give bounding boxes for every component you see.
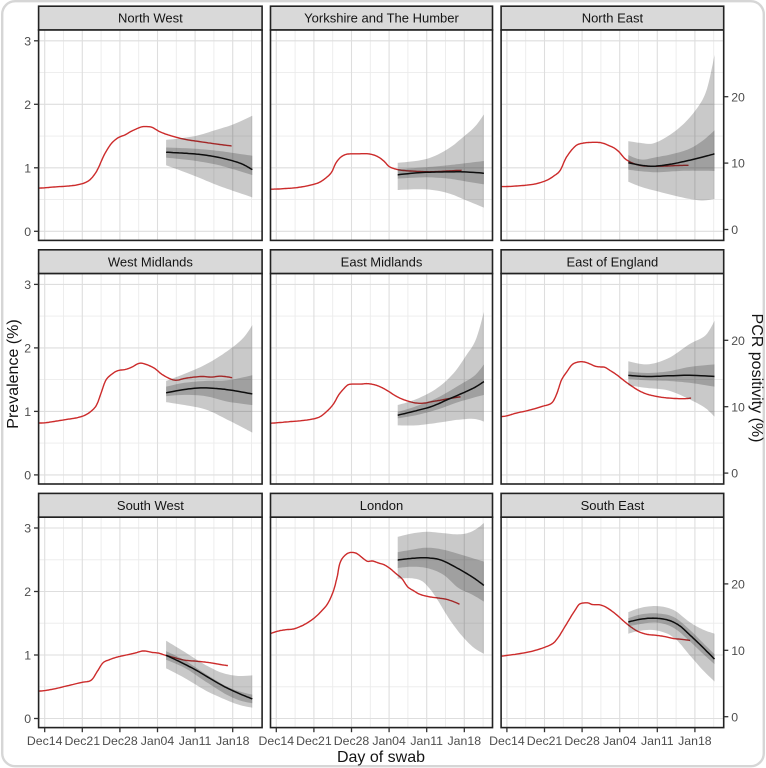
svg-text:0: 0 — [731, 467, 738, 481]
svg-text:South West: South West — [117, 498, 184, 513]
svg-text:0: 0 — [24, 712, 31, 726]
svg-text:Dec21: Dec21 — [527, 734, 563, 748]
svg-text:PCR positivity (%): PCR positivity (%) — [748, 314, 765, 443]
svg-text:North West: North West — [118, 11, 183, 26]
svg-text:20: 20 — [731, 90, 745, 104]
svg-text:Jan04: Jan04 — [372, 734, 406, 748]
svg-text:1: 1 — [24, 161, 31, 175]
svg-text:20: 20 — [731, 578, 745, 592]
svg-text:20: 20 — [731, 334, 745, 348]
svg-text:West Midlands: West Midlands — [108, 254, 194, 269]
svg-text:0: 0 — [24, 225, 31, 239]
svg-text:Dec14: Dec14 — [489, 734, 525, 748]
svg-text:2: 2 — [24, 342, 31, 356]
svg-text:Jan11: Jan11 — [410, 734, 443, 748]
svg-text:2: 2 — [24, 98, 31, 112]
svg-text:3: 3 — [24, 522, 31, 536]
svg-text:10: 10 — [731, 644, 745, 658]
svg-text:3: 3 — [24, 278, 31, 292]
svg-text:1: 1 — [24, 649, 31, 663]
svg-text:Dec14: Dec14 — [259, 734, 295, 748]
svg-text:Dec28: Dec28 — [564, 734, 600, 748]
svg-text:Dec14: Dec14 — [27, 734, 63, 748]
svg-text:10: 10 — [731, 400, 745, 414]
svg-text:1: 1 — [24, 405, 31, 419]
svg-text:0: 0 — [731, 223, 738, 237]
svg-text:Jan04: Jan04 — [603, 734, 637, 748]
svg-text:3: 3 — [24, 34, 31, 48]
svg-text:East Midlands: East Midlands — [341, 254, 423, 269]
svg-text:Dec21: Dec21 — [296, 734, 332, 748]
svg-text:Prevalence (%): Prevalence (%) — [5, 319, 22, 428]
svg-text:2: 2 — [24, 585, 31, 599]
svg-text:Dec28: Dec28 — [102, 734, 138, 748]
svg-text:0: 0 — [24, 469, 31, 483]
svg-text:North East: North East — [582, 11, 644, 26]
svg-text:Jan18: Jan18 — [678, 734, 712, 748]
svg-text:South East: South East — [581, 498, 645, 513]
svg-text:Jan04: Jan04 — [141, 734, 175, 748]
svg-text:Jan11: Jan11 — [641, 734, 674, 748]
svg-text:Day of swab: Day of swab — [337, 749, 425, 766]
svg-text:Dec21: Dec21 — [65, 734, 101, 748]
svg-text:Jan11: Jan11 — [179, 734, 212, 748]
svg-text:Jan18: Jan18 — [216, 734, 250, 748]
svg-text:10: 10 — [731, 157, 745, 171]
svg-text:East of England: East of England — [567, 254, 659, 269]
svg-text:London: London — [360, 498, 403, 513]
svg-text:Dec28: Dec28 — [334, 734, 370, 748]
svg-text:0: 0 — [731, 710, 738, 724]
svg-text:Yorkshire and The Humber: Yorkshire and The Humber — [304, 11, 459, 26]
svg-text:Jan18: Jan18 — [448, 734, 482, 748]
